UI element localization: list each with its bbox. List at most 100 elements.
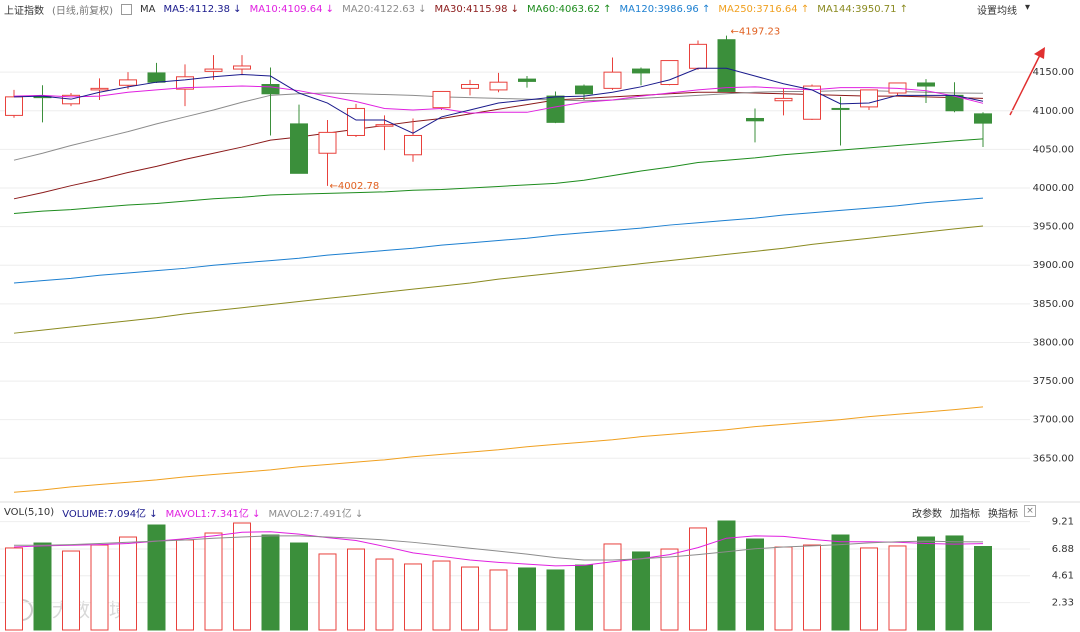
y-tick-label: 4000.00 <box>1033 183 1074 194</box>
candle-body <box>546 95 565 123</box>
volume-bar <box>546 569 565 631</box>
volume-bar <box>945 535 964 631</box>
volume-bar <box>888 545 907 631</box>
ma-line <box>13 67 984 134</box>
chart-title: 上证指数 <box>4 6 44 17</box>
volume-bar <box>746 538 764 631</box>
annotation: ←4197.23 <box>731 27 781 38</box>
ma-line <box>13 406 984 493</box>
y-tick-label: 3750.00 <box>1033 376 1074 387</box>
volume-bar <box>90 544 109 631</box>
annotation: ←4002.78 <box>330 181 380 192</box>
candle-body <box>831 107 850 110</box>
ma-line <box>13 90 984 161</box>
volume-bar <box>318 553 337 631</box>
legend-entry: MA10:4109.64 ↓ <box>249 4 335 15</box>
volume-bar <box>119 536 137 631</box>
volume-bar <box>375 558 394 631</box>
ma-line <box>13 197 984 284</box>
candle-body <box>233 65 251 70</box>
candle-body <box>432 90 451 109</box>
legend-entry: MA144:3950.71 ↑ <box>817 4 909 15</box>
price-header: 上证指数 (日线,前复权) MA MA5:4112.38 ↓ MA10:4109.… <box>4 2 908 17</box>
settings[interactable]: 设置均线 ▾ <box>977 2 1030 17</box>
candle-body <box>461 84 479 89</box>
candle-body <box>375 124 394 127</box>
candle-body <box>575 85 593 95</box>
candle-body <box>119 79 137 86</box>
candle-body <box>632 68 650 74</box>
candle-body <box>347 107 365 136</box>
candle-body <box>917 82 935 87</box>
chart-subtitle: (日线,前复权) <box>52 6 113 17</box>
volume-bar <box>290 542 308 631</box>
indicator-button[interactable]: 换指标 <box>988 509 1018 520</box>
candle-body <box>204 68 223 72</box>
candle-body <box>774 97 793 102</box>
y-tick-label: 3950.00 <box>1033 222 1074 233</box>
volume-bar <box>518 567 536 631</box>
y-tick-label: 6.88 <box>1052 544 1074 555</box>
y-tick-label: 4100.00 <box>1033 106 1074 117</box>
volume-bar <box>917 536 935 631</box>
volume-bar <box>575 564 593 631</box>
volume-title: VOL(5,10) <box>4 507 55 518</box>
legend-entry: MA30:4115.98 ↓ <box>434 4 520 15</box>
volume-bar <box>461 566 479 631</box>
candle-body <box>5 96 23 116</box>
candle-body <box>717 39 736 92</box>
ma-line <box>13 138 984 214</box>
legend-entry: MA5:4112.38 ↓ <box>163 4 242 15</box>
volume-bar <box>204 532 223 631</box>
volume-bar <box>404 563 422 631</box>
candle-body <box>689 43 707 69</box>
trend-arrow <box>1009 54 1041 116</box>
legend-entry: MA250:3716.64 ↑ <box>718 4 810 15</box>
volume-bar <box>5 547 23 631</box>
dropdown-icon[interactable]: ▾ <box>1024 2 1030 13</box>
candle-body <box>803 85 821 120</box>
ma-line <box>13 85 984 114</box>
legend-entry: MA120:3986.96 ↑ <box>619 4 711 15</box>
volume-bar <box>603 543 622 631</box>
y-tick-label: 4.61 <box>1052 571 1074 582</box>
volume-bar <box>261 534 280 631</box>
ma-line <box>14 535 984 561</box>
candle-body <box>860 89 878 108</box>
candle-body <box>974 113 992 124</box>
candle-body <box>290 123 308 174</box>
volume-bar <box>803 544 821 631</box>
y-tick-label: 4050.00 <box>1033 144 1074 155</box>
help-icon[interactable] <box>120 4 132 15</box>
volume-bar <box>233 522 251 631</box>
volume-bar <box>860 547 878 631</box>
volume-bar <box>62 550 80 631</box>
candle-body <box>404 134 422 156</box>
trend-arrow-head <box>1034 47 1045 59</box>
close-icon[interactable]: × <box>1024 505 1036 517</box>
y-tick-label: 3800.00 <box>1033 337 1074 348</box>
y-tick-label: 2.33 <box>1052 598 1074 609</box>
volume-header: VOL(5,10) VOLUME:7.094亿 ↓ MAVOL1:7.341亿 ↓… <box>4 505 363 520</box>
ma-label: MA <box>139 4 156 15</box>
volume-bar <box>147 524 166 631</box>
y-tick-label: 3650.00 <box>1033 453 1074 464</box>
settings-label[interactable]: 设置均线 <box>976 6 1017 17</box>
volume-bar <box>632 551 650 631</box>
legend-entry: MA60:4063.62 ↑ <box>527 4 612 15</box>
volume-bar <box>432 560 451 631</box>
volume-bar <box>974 546 992 631</box>
volume-bar <box>689 527 707 631</box>
indicator-button[interactable]: 加指标 <box>950 509 980 520</box>
ma-line <box>13 225 984 334</box>
indicator-buttons: 改参数 加指标 换指标 <box>912 505 1018 520</box>
volume-bar <box>489 569 508 631</box>
y-tick-label: 3900.00 <box>1033 260 1074 271</box>
indicator-button[interactable]: 改参数 <box>912 509 942 520</box>
legend-entry: VOLUME:7.094亿 ↓ <box>62 509 158 520</box>
volume-bar <box>660 548 679 631</box>
volume-bar <box>774 546 793 631</box>
candle-body <box>147 72 166 83</box>
